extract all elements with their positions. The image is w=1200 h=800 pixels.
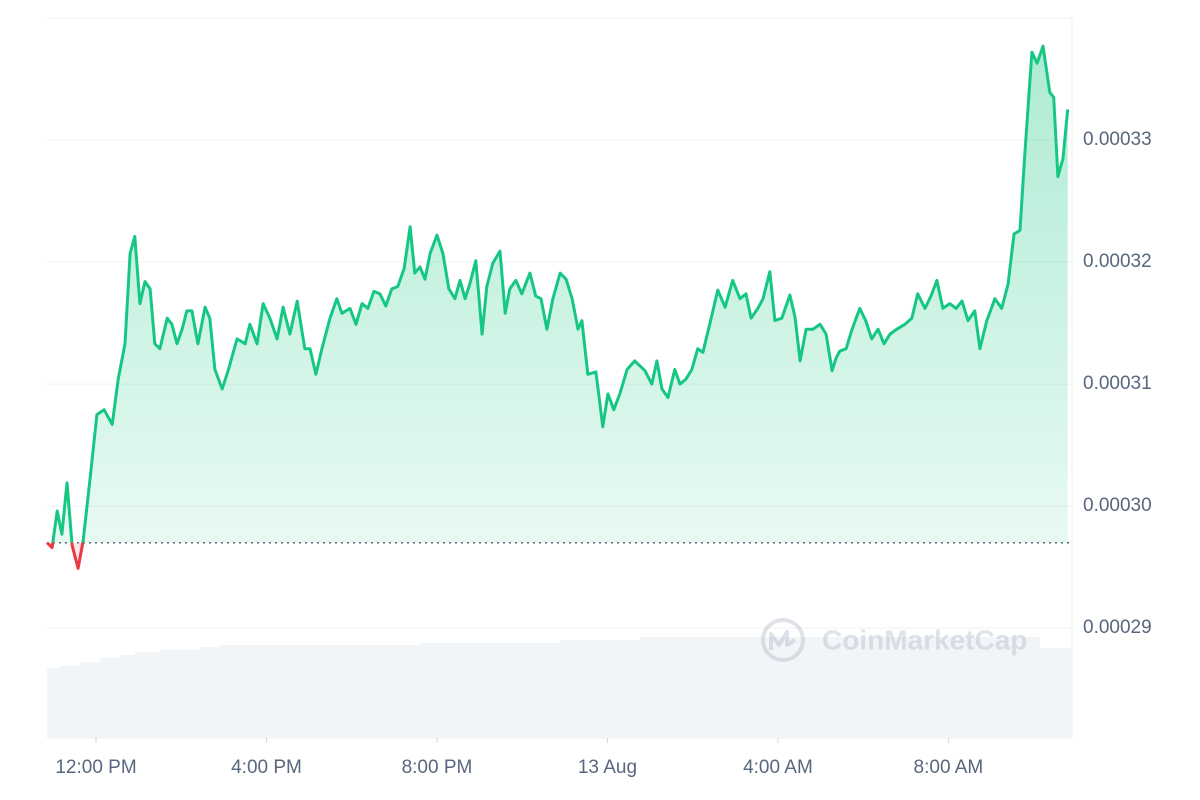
price-line xyxy=(45,44,1070,570)
x-tick-label: 8:00 AM xyxy=(914,757,984,778)
y-tick-label: 0.00029 xyxy=(1083,617,1152,638)
y-tick-label: 0.00032 xyxy=(1083,251,1152,272)
x-tick-label: 12:00 PM xyxy=(55,757,136,778)
y-tick-label: 0.00033 xyxy=(1083,129,1152,150)
x-tick-label: 4:00 AM xyxy=(743,757,813,778)
volume-bars xyxy=(47,637,1072,738)
logo-ring xyxy=(761,618,805,662)
watermark: CoinMarketCap xyxy=(761,618,1027,662)
x-tick-label: 8:00 PM xyxy=(402,757,473,778)
watermark-text: CoinMarketCap xyxy=(822,624,1027,655)
y-tick-label: 0.00031 xyxy=(1083,373,1152,394)
x-tick-label: 4:00 PM xyxy=(231,757,302,778)
logo-mark xyxy=(769,630,797,650)
area-fill xyxy=(47,46,1068,543)
y-tick-label: 0.00030 xyxy=(1083,495,1152,516)
x-tick-label: 13 Aug xyxy=(578,757,637,778)
